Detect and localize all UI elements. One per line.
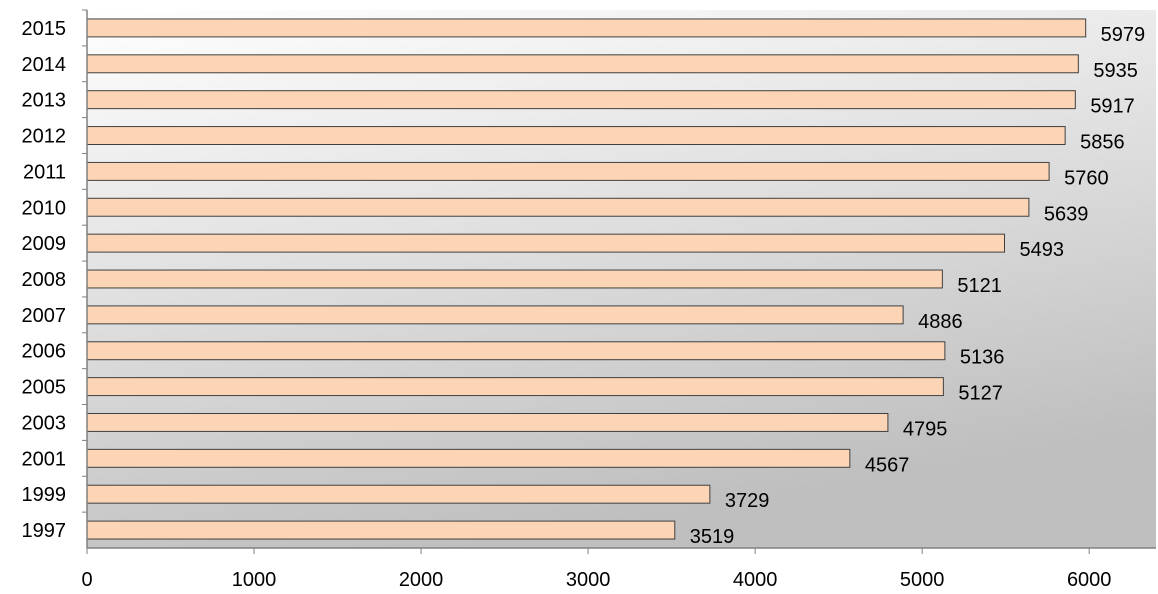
data-label: 5127: [958, 383, 1003, 405]
category-label: 2011: [23, 161, 66, 183]
bar: [86, 197, 1030, 217]
data-labels: 5979 5935 5917 5856 5760 5639 5493 5121 4886 5136…: [690, 24, 1145, 548]
data-label: 3729: [725, 490, 770, 512]
x-tick-label: 4000: [733, 569, 778, 591]
category-label: 2009: [22, 233, 67, 255]
data-label: 4567: [865, 454, 910, 476]
data-label: 4795: [903, 418, 948, 440]
category-label: 2015: [22, 18, 67, 40]
bar: [86, 305, 904, 325]
data-label: 5121: [957, 275, 1002, 297]
bar: [86, 54, 1079, 74]
bar: [86, 269, 943, 289]
data-label: 3519: [690, 526, 735, 548]
bar: [86, 126, 1066, 145]
category-label: 2001: [22, 448, 67, 470]
category-label: 2013: [22, 90, 67, 112]
bar: [86, 413, 889, 432]
category-label: 2012: [22, 126, 67, 148]
bar: [86, 233, 1006, 253]
bar: [86, 448, 851, 468]
data-label: 5935: [1093, 60, 1138, 82]
bar: [86, 377, 944, 397]
bar: [86, 341, 946, 361]
data-label: 5639: [1044, 203, 1089, 225]
data-label: 5760: [1064, 167, 1109, 189]
x-tick-label: 5000: [900, 569, 945, 591]
category-label: 2006: [22, 341, 67, 363]
data-label: 5856: [1080, 132, 1125, 154]
category-label: 1999: [22, 484, 67, 506]
data-label: 5917: [1090, 96, 1135, 118]
data-label: 5493: [1020, 239, 1065, 261]
category-label: 2010: [22, 197, 67, 219]
x-tick-label: 0: [81, 569, 92, 591]
x-tick-label: 3000: [566, 569, 611, 591]
bar: [86, 18, 1087, 38]
category-label: 2014: [22, 54, 67, 76]
data-label: 4886: [918, 311, 963, 333]
bar: [86, 90, 1076, 110]
x-axis-ticks: 0 1000 2000 3000 4000 5000 6000: [81, 9, 1112, 591]
bar: [86, 484, 711, 504]
x-tick-label: 2000: [399, 569, 444, 591]
category-label: 2003: [22, 412, 67, 434]
category-labels: 2015 2014 2013 2012 2011 2010 2009 2008 2007 2006…: [22, 18, 67, 542]
data-label: 5136: [960, 347, 1005, 369]
data-label: 5979: [1101, 24, 1146, 46]
x-tick-label: 1000: [232, 569, 277, 591]
category-label: 2007: [22, 305, 67, 327]
category-label: 2005: [22, 377, 67, 399]
category-label: 1997: [22, 520, 67, 542]
bar: [86, 161, 1050, 181]
category-label: 2008: [22, 269, 67, 291]
x-tick-label: 6000: [1067, 569, 1112, 591]
bar: [86, 520, 676, 540]
